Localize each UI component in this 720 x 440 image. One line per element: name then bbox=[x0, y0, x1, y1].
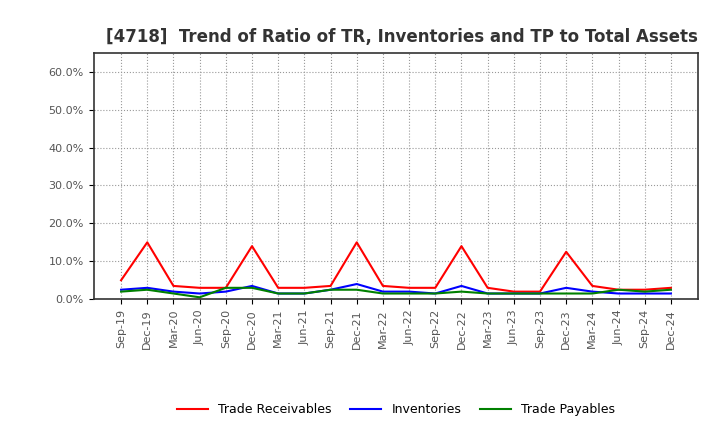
Inventories bbox=[562, 285, 570, 290]
Trade Receivables bbox=[379, 283, 387, 289]
Inventories bbox=[483, 291, 492, 296]
Trade Receivables bbox=[536, 289, 544, 294]
Trade Payables bbox=[431, 291, 440, 296]
Trade Receivables bbox=[300, 285, 309, 290]
Trade Receivables bbox=[248, 243, 256, 249]
Line: Trade Payables: Trade Payables bbox=[121, 288, 671, 297]
Trade Payables bbox=[117, 289, 125, 294]
Trade Payables bbox=[300, 291, 309, 296]
Trade Receivables bbox=[169, 283, 178, 289]
Trade Payables bbox=[510, 291, 518, 296]
Trade Receivables bbox=[431, 285, 440, 290]
Trade Payables bbox=[274, 291, 282, 296]
Trade Receivables bbox=[143, 240, 152, 245]
Trade Payables bbox=[562, 291, 570, 296]
Trade Payables bbox=[614, 287, 623, 292]
Trade Receivables bbox=[614, 287, 623, 292]
Inventories bbox=[536, 291, 544, 296]
Line: Inventories: Inventories bbox=[121, 284, 671, 293]
Trade Receivables bbox=[640, 287, 649, 292]
Trade Receivables bbox=[274, 285, 282, 290]
Inventories bbox=[326, 287, 335, 292]
Inventories bbox=[274, 291, 282, 296]
Trade Receivables bbox=[510, 289, 518, 294]
Trade Receivables bbox=[562, 249, 570, 254]
Trade Payables bbox=[326, 287, 335, 292]
Trade Receivables bbox=[457, 243, 466, 249]
Inventories bbox=[352, 282, 361, 287]
Inventories bbox=[405, 289, 413, 294]
Inventories bbox=[300, 291, 309, 296]
Inventories bbox=[614, 291, 623, 296]
Trade Receivables bbox=[326, 283, 335, 289]
Trade Payables bbox=[536, 291, 544, 296]
Trade Payables bbox=[352, 287, 361, 292]
Inventories bbox=[222, 289, 230, 294]
Inventories bbox=[431, 291, 440, 296]
Trade Receivables bbox=[222, 285, 230, 290]
Trade Receivables bbox=[405, 285, 413, 290]
Inventories bbox=[169, 289, 178, 294]
Legend: Trade Receivables, Inventories, Trade Payables: Trade Receivables, Inventories, Trade Pa… bbox=[171, 398, 621, 421]
Trade Receivables bbox=[117, 278, 125, 283]
Trade Receivables bbox=[667, 285, 675, 290]
Inventories bbox=[510, 291, 518, 296]
Inventories bbox=[640, 291, 649, 296]
Trade Payables bbox=[405, 291, 413, 296]
Trade Payables bbox=[222, 285, 230, 290]
Inventories bbox=[379, 289, 387, 294]
Line: Trade Receivables: Trade Receivables bbox=[121, 242, 671, 292]
Trade Payables bbox=[169, 291, 178, 296]
Trade Payables bbox=[248, 285, 256, 290]
Inventories bbox=[143, 285, 152, 290]
Trade Receivables bbox=[195, 285, 204, 290]
Trade Payables bbox=[195, 295, 204, 300]
Text: [4718]  Trend of Ratio of TR, Inventories and TP to Total Assets: [4718] Trend of Ratio of TR, Inventories… bbox=[106, 28, 698, 46]
Trade Payables bbox=[667, 287, 675, 292]
Trade Payables bbox=[457, 289, 466, 294]
Inventories bbox=[588, 289, 597, 294]
Inventories bbox=[667, 291, 675, 296]
Trade Receivables bbox=[352, 240, 361, 245]
Inventories bbox=[195, 291, 204, 296]
Inventories bbox=[117, 287, 125, 292]
Trade Payables bbox=[483, 291, 492, 296]
Trade Receivables bbox=[483, 285, 492, 290]
Trade Receivables bbox=[588, 283, 597, 289]
Inventories bbox=[248, 283, 256, 289]
Trade Payables bbox=[379, 291, 387, 296]
Trade Payables bbox=[588, 291, 597, 296]
Trade Payables bbox=[640, 289, 649, 294]
Trade Payables bbox=[143, 287, 152, 292]
Inventories bbox=[457, 283, 466, 289]
